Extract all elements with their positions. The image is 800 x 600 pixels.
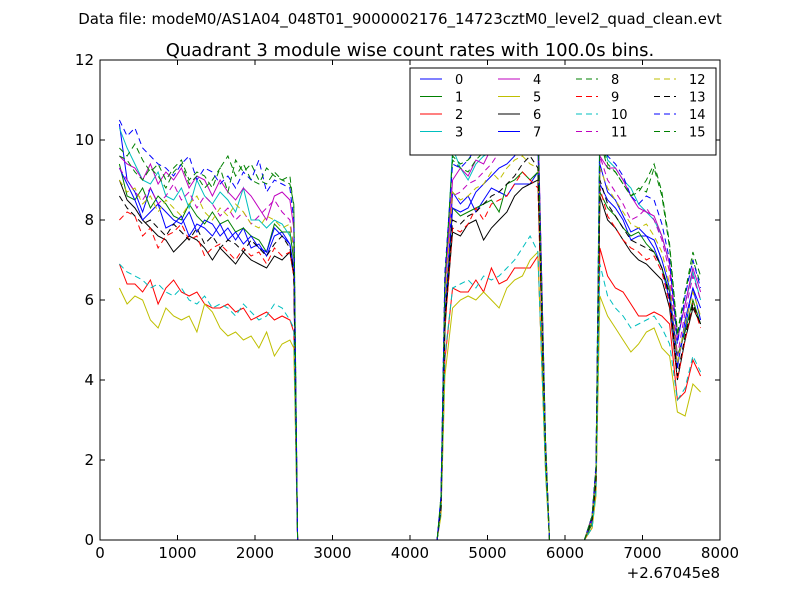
series-line-5 <box>118 250 701 540</box>
legend-label-4: 4 <box>533 73 541 88</box>
legend-label-1: 1 <box>455 91 463 106</box>
x-tick-label: 3000 <box>313 544 351 562</box>
legend-label-0: 0 <box>455 73 463 88</box>
x-tick-label: 0 <box>95 544 105 562</box>
legend-label-6: 6 <box>533 108 541 123</box>
chart-title: Quadrant 3 module wise count rates with … <box>166 40 655 61</box>
y-tick-label: 2 <box>84 451 94 469</box>
series-line-10 <box>119 234 702 540</box>
series-line-11 <box>118 115 702 540</box>
series-line-0 <box>118 123 702 540</box>
legend-label-5: 5 <box>533 91 541 106</box>
series-line-1 <box>118 163 702 540</box>
series-line-6 <box>118 179 702 540</box>
legend-label-11: 11 <box>611 126 628 141</box>
figure-suptitle: Data file: modeM0/AS1A04_048T01_90000021… <box>78 10 722 29</box>
y-tick-label: 6 <box>84 291 94 309</box>
series-line-3 <box>118 107 702 540</box>
x-tick-label: 1000 <box>158 544 196 562</box>
series-line-2 <box>118 247 702 540</box>
legend-label-13: 13 <box>689 91 706 106</box>
legend-label-12: 12 <box>689 73 706 88</box>
series-line-9 <box>119 171 702 540</box>
axis-ticks: 0 1000 2000 3000 4000 5000 6000 7000 80000246810… <box>75 51 739 562</box>
legend-label-8: 8 <box>611 73 619 88</box>
x-tick-label: 2000 <box>236 544 274 562</box>
x-tick-label: 6000 <box>546 544 584 562</box>
y-tick-label: 8 <box>84 211 94 229</box>
y-tick-label: 10 <box>75 131 94 149</box>
legend-label-9: 9 <box>611 91 619 106</box>
x-tick-label: 4000 <box>391 544 429 562</box>
x-tick-label: 8000 <box>701 544 739 562</box>
y-tick-label: 4 <box>84 371 94 389</box>
series-line-4 <box>119 91 702 540</box>
legend-label-3: 3 <box>455 126 463 141</box>
series-line-7 <box>118 135 702 540</box>
x-tick-label: 7000 <box>623 544 661 562</box>
x-tick-label: 5000 <box>468 544 506 562</box>
x-axis-offset-label: +2.67045e8 <box>627 564 720 582</box>
legend-label-2: 2 <box>455 108 463 123</box>
legend-label-14: 14 <box>689 108 706 123</box>
y-tick-label: 0 <box>84 531 94 549</box>
series-line-13 <box>118 155 702 540</box>
legend-label-15: 15 <box>689 126 706 141</box>
y-tick-label: 12 <box>75 51 94 69</box>
series-line-14 <box>118 86 702 540</box>
series-line-12 <box>118 155 702 540</box>
legend-box <box>409 67 717 156</box>
legend-label-10: 10 <box>611 108 628 123</box>
series-layer <box>118 86 702 540</box>
legend-label-7: 7 <box>533 126 541 141</box>
series-line-15 <box>119 107 702 540</box>
